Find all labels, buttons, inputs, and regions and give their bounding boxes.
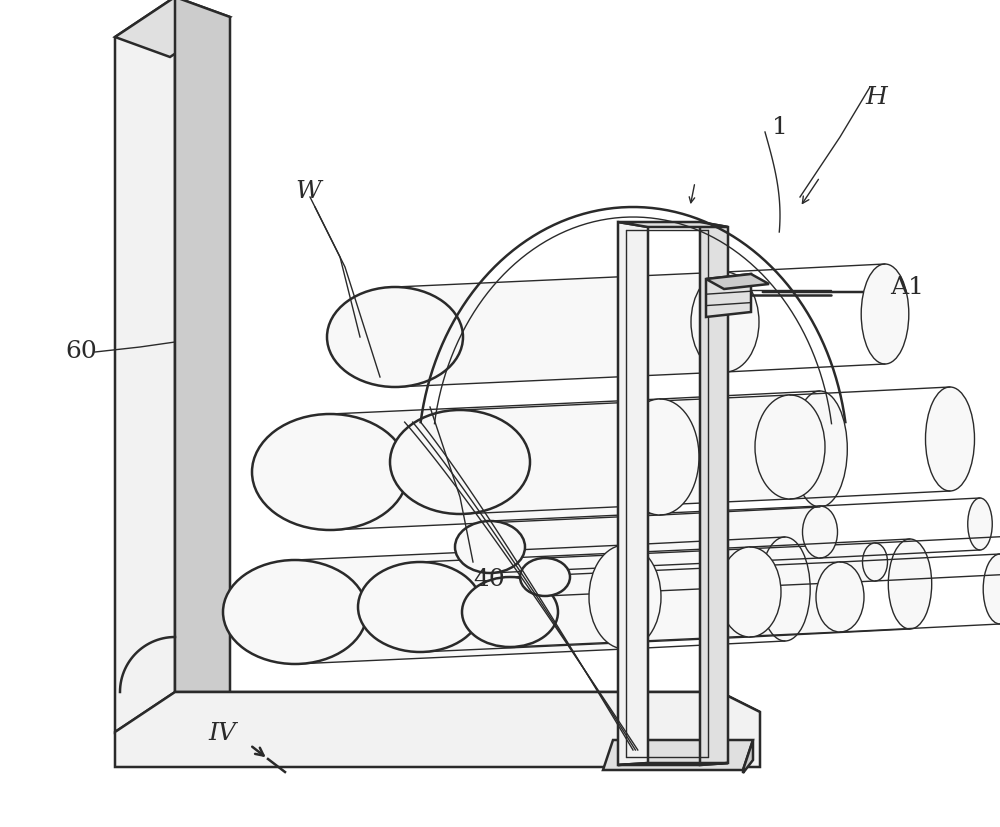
- Polygon shape: [115, 692, 760, 767]
- Text: 60: 60: [65, 341, 97, 364]
- Ellipse shape: [589, 545, 661, 649]
- Ellipse shape: [223, 560, 367, 664]
- Polygon shape: [706, 274, 751, 317]
- Ellipse shape: [816, 562, 864, 632]
- Text: W: W: [295, 180, 321, 203]
- Ellipse shape: [888, 539, 932, 629]
- Ellipse shape: [455, 521, 525, 573]
- Ellipse shape: [983, 554, 1000, 624]
- Ellipse shape: [390, 410, 530, 514]
- Polygon shape: [420, 547, 750, 652]
- Polygon shape: [618, 222, 728, 227]
- Ellipse shape: [793, 391, 847, 507]
- Polygon shape: [618, 222, 648, 765]
- Ellipse shape: [755, 395, 825, 499]
- Polygon shape: [115, 0, 175, 732]
- Ellipse shape: [802, 506, 838, 558]
- Polygon shape: [175, 0, 230, 712]
- Text: H: H: [865, 85, 887, 108]
- Ellipse shape: [760, 537, 810, 641]
- Ellipse shape: [968, 498, 992, 550]
- Polygon shape: [330, 399, 660, 530]
- Text: 40: 40: [473, 567, 505, 590]
- Text: 1: 1: [772, 116, 788, 138]
- Ellipse shape: [719, 547, 781, 637]
- Polygon shape: [460, 395, 790, 514]
- Polygon shape: [618, 763, 728, 765]
- Polygon shape: [510, 562, 840, 647]
- Polygon shape: [490, 506, 820, 573]
- Ellipse shape: [327, 287, 463, 387]
- Polygon shape: [395, 272, 725, 387]
- Ellipse shape: [358, 562, 482, 652]
- Polygon shape: [743, 740, 753, 773]
- Polygon shape: [175, 692, 760, 712]
- Polygon shape: [700, 222, 728, 765]
- Polygon shape: [545, 543, 875, 596]
- Ellipse shape: [252, 414, 408, 530]
- Polygon shape: [706, 274, 769, 289]
- Ellipse shape: [926, 387, 974, 491]
- Ellipse shape: [861, 264, 909, 364]
- Polygon shape: [295, 545, 625, 664]
- Text: A1: A1: [890, 275, 924, 299]
- Text: IV: IV: [208, 723, 236, 745]
- Ellipse shape: [691, 272, 759, 372]
- Ellipse shape: [621, 399, 699, 515]
- Polygon shape: [603, 740, 753, 770]
- Ellipse shape: [462, 577, 558, 647]
- Ellipse shape: [862, 543, 888, 581]
- Ellipse shape: [520, 558, 570, 596]
- Polygon shape: [115, 0, 230, 57]
